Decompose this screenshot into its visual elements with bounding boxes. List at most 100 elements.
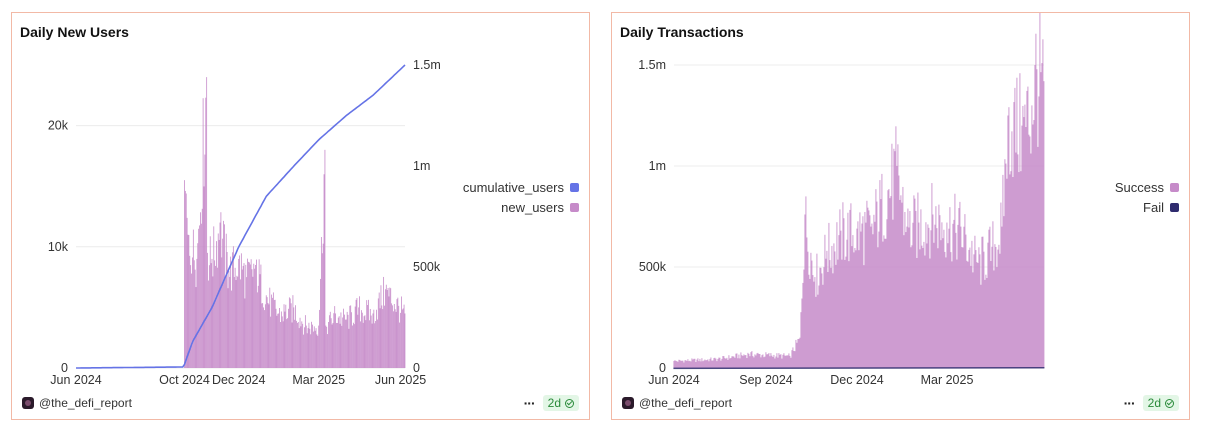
bar-fail (847, 367, 849, 369)
bar-fail (699, 367, 701, 370)
y2-tick-label: 1m (413, 159, 430, 173)
bar-success (1042, 39, 1044, 369)
bar-success (938, 204, 940, 368)
bar-fail (766, 367, 768, 369)
bar-success (783, 353, 785, 368)
bar-fail (846, 367, 848, 369)
bar-success (919, 249, 921, 368)
bar-success (832, 273, 834, 368)
bar-success (1020, 171, 1022, 368)
bar-success (705, 360, 707, 368)
bar-fail (787, 367, 789, 369)
bar-success (931, 183, 933, 368)
bar-fail (1019, 367, 1021, 369)
bar-new_users (280, 322, 281, 368)
bar-fail (1030, 367, 1032, 369)
bar-fail (718, 367, 720, 370)
bar-new_users (256, 259, 257, 368)
bar-new_users (256, 292, 258, 368)
bar-fail (1042, 366, 1044, 369)
bar-fail (677, 367, 679, 370)
bar-success (893, 148, 895, 368)
bar-fail (986, 367, 988, 369)
line-cumulative-users (76, 64, 406, 369)
bar-success (682, 360, 684, 368)
bar-fail (711, 367, 713, 370)
bar-fail (772, 367, 774, 369)
bar-success (792, 347, 794, 368)
bar-new_users (184, 190, 186, 368)
bar-fail (796, 367, 798, 369)
bar-fail (863, 367, 865, 369)
bar-success (826, 250, 828, 368)
bar-new_users (195, 287, 197, 368)
bar-fail (833, 367, 835, 369)
bar-new_users (356, 298, 358, 368)
daily-transactions-panel: Daily Transactions 0 500k 1m 1.5m Jun 2024 Se… (611, 12, 1190, 420)
creator-credit[interactable]: @the_defi_report (22, 396, 132, 410)
legend-item-fail[interactable]: Fail (1115, 197, 1179, 217)
legend-item-success[interactable]: Success (1115, 177, 1179, 197)
bar-success (707, 359, 709, 368)
freshness-badge[interactable]: 2d (1142, 395, 1179, 411)
creator-credit[interactable]: @the_defi_report (622, 396, 732, 410)
bar-success (866, 200, 868, 368)
bar-new_users (304, 327, 305, 368)
bar-fail (807, 367, 809, 369)
bar-fail (985, 367, 987, 369)
bar-fail (941, 367, 943, 369)
bar-new_users (323, 174, 325, 368)
bar-success (784, 355, 786, 368)
bar-new_users (365, 320, 367, 368)
bar-success (995, 246, 997, 368)
bar-success (960, 226, 962, 368)
bar-fail (690, 367, 692, 370)
bar-new_users (211, 258, 213, 368)
bar-new_users (215, 265, 216, 368)
bar-new_users (238, 258, 240, 368)
bar-success (791, 350, 793, 368)
bar-new_users (325, 325, 327, 368)
bar-success (961, 247, 963, 368)
bar-new_users (307, 328, 309, 368)
bar-fail (857, 367, 859, 369)
bar-new_users (273, 300, 275, 368)
more-options-button[interactable]: ··· (523, 395, 536, 411)
bar-new_users (343, 308, 345, 368)
bar-success (715, 358, 717, 368)
bar-success (781, 358, 783, 368)
bar-success (1028, 134, 1030, 368)
bar-success (859, 212, 861, 368)
bar-success (900, 195, 902, 368)
bar-new_users (229, 276, 231, 368)
bar-success (739, 358, 741, 368)
bar-new_users (232, 246, 234, 368)
bar-success (702, 361, 704, 368)
freshness-badge[interactable]: 2d (542, 395, 579, 411)
bar-success (933, 242, 935, 368)
bar-fail (756, 367, 758, 369)
bar-new_users (384, 289, 386, 368)
bar-success (886, 219, 888, 368)
bar-new_users (254, 268, 256, 368)
bar-fail (723, 367, 725, 370)
bar-success (997, 249, 999, 368)
bar-success (885, 238, 887, 368)
legend-item-cumulative-users[interactable]: cumulative_users (463, 177, 579, 197)
bar-success (735, 353, 737, 368)
bar-success (686, 360, 688, 368)
legend-label: new_users (501, 199, 564, 215)
legend-item-new-users[interactable]: new_users (463, 197, 579, 217)
bar-fail (899, 367, 901, 369)
more-options-button[interactable]: ··· (1123, 395, 1136, 411)
bar-new_users (209, 236, 211, 368)
bar-new_users (370, 315, 372, 368)
bar-fail (903, 367, 905, 369)
bar-success (983, 251, 985, 368)
bar-fail (675, 367, 677, 370)
bar-fail (894, 367, 896, 369)
bar-fail (908, 367, 910, 369)
bar-success (850, 203, 852, 368)
bar-fail (770, 367, 772, 369)
bar-fail (869, 367, 871, 369)
